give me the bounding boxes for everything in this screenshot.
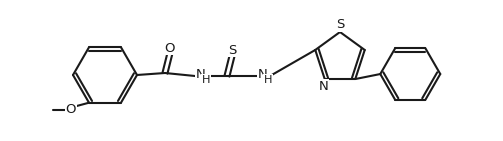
- Text: N: N: [258, 68, 268, 81]
- Text: H: H: [264, 75, 272, 85]
- Text: N: N: [319, 80, 328, 92]
- Text: O: O: [66, 103, 76, 116]
- Text: S: S: [228, 44, 236, 57]
- Text: O: O: [165, 41, 175, 55]
- Text: S: S: [336, 18, 344, 31]
- Text: H: H: [202, 75, 210, 85]
- Text: N: N: [196, 68, 206, 81]
